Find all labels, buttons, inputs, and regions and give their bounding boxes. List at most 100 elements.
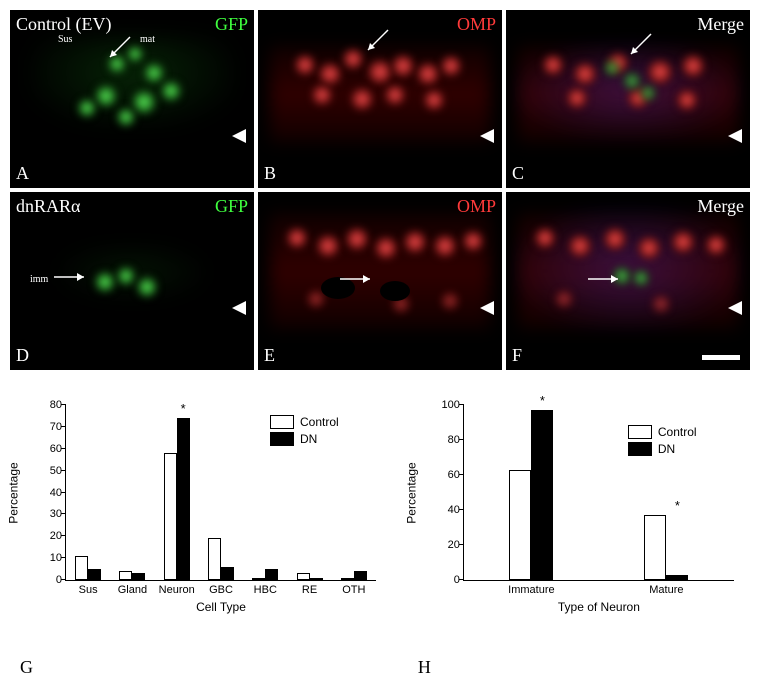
ytick-label: 20 (448, 539, 464, 551)
panel-a: Control (EV) Sus mat GFP A (10, 10, 254, 188)
bar-dn (88, 569, 101, 580)
arrowhead-icon (480, 301, 494, 315)
bar-pair (644, 515, 688, 580)
channel-label: Merge (697, 14, 744, 35)
significance-star: * (181, 401, 186, 416)
ytick-label: 30 (50, 508, 66, 520)
charts-row: Percentage Cell Type 0 10 20 30 40 50 60 70 80 Su… (10, 400, 756, 630)
panel-b: OMP B (258, 10, 502, 188)
legend-item-dn: DN (270, 432, 339, 446)
x-axis-title: Type of Neuron (558, 600, 640, 614)
arrowhead-icon (480, 129, 494, 143)
xtick-label: RE (302, 580, 317, 596)
panel-letter: G (20, 657, 33, 678)
legend: Control DN (270, 415, 339, 449)
bar-pair (164, 418, 190, 580)
xtick-label: Gland (118, 580, 147, 596)
panel-f: Merge F (506, 192, 750, 370)
bar-dn (531, 410, 553, 580)
bar-pair (252, 569, 278, 580)
channel-label: OMP (457, 196, 496, 217)
legend-item-control: Control (270, 415, 339, 429)
panel-letter: C (512, 163, 524, 184)
x-axis-title: Cell Type (196, 600, 246, 614)
chart-g: Percentage Cell Type 01020304050607080Su… (20, 400, 388, 630)
ytick-label: 10 (50, 552, 66, 564)
xtick-label: Immature (508, 580, 554, 596)
channel-label: Merge (697, 196, 744, 217)
ytick-label: 40 (50, 487, 66, 499)
ytick-label: 60 (448, 469, 464, 481)
ytick-label: 100 (442, 399, 464, 411)
panel-d: dnRARα imm GFP D (10, 192, 254, 370)
xtick-label: Neuron (159, 580, 195, 596)
bar-dn (221, 567, 234, 580)
micrograph-row-1: Control (EV) Sus mat GFP A OMP B (10, 10, 756, 188)
significance-star: * (675, 498, 680, 513)
legend-text: Control (300, 415, 339, 429)
bar-control (164, 453, 177, 580)
annotation-mat: mat (140, 34, 155, 45)
legend-item-dn: DN (628, 442, 697, 456)
channel-label: GFP (215, 196, 248, 217)
panel-title: dnRARα (16, 196, 80, 217)
bar-pair (75, 556, 101, 580)
bar-control (75, 556, 88, 580)
channel-label: OMP (457, 14, 496, 35)
legend-swatch (628, 425, 652, 439)
bar-dn (354, 571, 367, 580)
panel-letter: A (16, 163, 29, 184)
ytick-label: 60 (50, 443, 66, 455)
panel-c: Merge C (506, 10, 750, 188)
y-axis-title: Percentage (404, 462, 418, 523)
xtick-label: Mature (649, 580, 683, 596)
arrowhead-icon (232, 129, 246, 143)
panel-letter: F (512, 345, 522, 366)
panel-e: OMP E (258, 192, 502, 370)
bar-control (644, 515, 666, 580)
xtick-label: HBC (254, 580, 277, 596)
bar-pair (208, 538, 234, 580)
micrograph-row-2: dnRARα imm GFP D OMP E (10, 192, 756, 370)
legend: Control DN (628, 425, 697, 459)
legend-text: DN (300, 432, 317, 446)
panel-title: Control (EV) (16, 14, 111, 35)
legend-text: DN (658, 442, 675, 456)
significance-star: * (540, 393, 545, 408)
xtick-label: Sus (79, 580, 98, 596)
legend-swatch (628, 442, 652, 456)
ytick-label: 40 (448, 504, 464, 516)
annotation-sus: Sus (58, 34, 72, 45)
legend-swatch (270, 432, 294, 446)
ytick-label: 80 (448, 434, 464, 446)
scalebar (702, 355, 740, 360)
ytick-label: 50 (50, 465, 66, 477)
xtick-label: OTH (342, 580, 365, 596)
ytick-label: 0 (454, 574, 464, 586)
bar-pair (341, 571, 367, 580)
bar-control (208, 538, 221, 580)
arrowhead-icon (232, 301, 246, 315)
ytick-label: 70 (50, 421, 66, 433)
legend-swatch (270, 415, 294, 429)
bar-control (119, 571, 132, 580)
ytick-label: 80 (50, 399, 66, 411)
bar-pair (509, 410, 553, 580)
xtick-label: GBC (209, 580, 233, 596)
ytick-label: 0 (56, 574, 66, 586)
figure-container: Control (EV) Sus mat GFP A OMP B (10, 10, 756, 630)
legend-item-control: Control (628, 425, 697, 439)
panel-letter: B (264, 163, 276, 184)
arrowhead-icon (728, 301, 742, 315)
ytick-label: 20 (50, 530, 66, 542)
annotation-imm: imm (30, 274, 48, 285)
panel-letter: D (16, 345, 29, 366)
panel-letter: H (418, 657, 431, 678)
legend-text: Control (658, 425, 697, 439)
arrowhead-icon (728, 129, 742, 143)
y-axis-title: Percentage (6, 462, 20, 523)
bar-dn (177, 418, 190, 580)
bar-dn (265, 569, 278, 580)
chart-h: Percentage Type of Neuron 020406080100Im… (418, 400, 746, 630)
channel-label: GFP (215, 14, 248, 35)
